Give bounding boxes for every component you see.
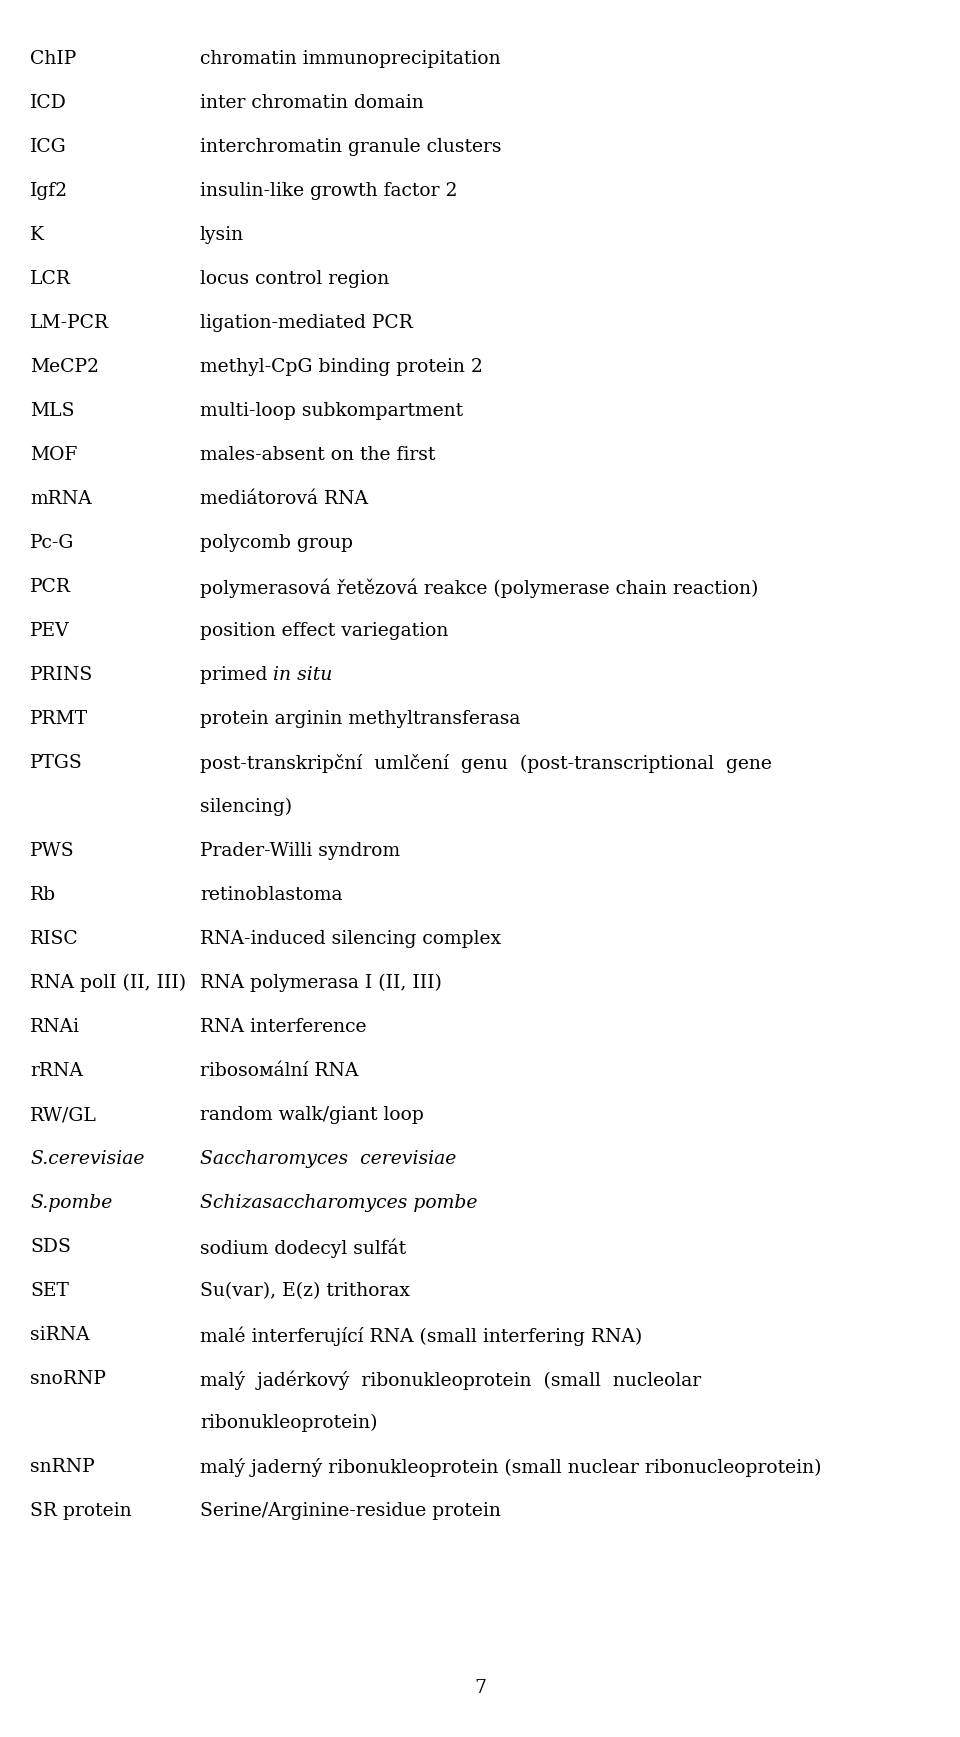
- Text: rRNA: rRNA: [30, 1061, 83, 1080]
- Text: MeCP2: MeCP2: [30, 358, 99, 375]
- Text: SR protein: SR protein: [30, 1503, 132, 1520]
- Text: polymerasová řetězová reakce (polymerase chain reaction): polymerasová řetězová reakce (polymerase…: [200, 578, 758, 598]
- Text: chromatin immunoprecipitation: chromatin immunoprecipitation: [200, 50, 500, 68]
- Text: PTGS: PTGS: [30, 754, 83, 771]
- Text: Su(var), E(z) trithorax: Su(var), E(z) trithorax: [200, 1282, 410, 1299]
- Text: ligation-mediated PCR: ligation-mediated PCR: [200, 314, 413, 332]
- Text: PWS: PWS: [30, 842, 75, 860]
- Text: RNAi: RNAi: [30, 1018, 80, 1035]
- Text: RNA polymerasa I (II, III): RNA polymerasa I (II, III): [200, 974, 442, 992]
- Text: Igf2: Igf2: [30, 182, 68, 200]
- Text: post-transkripční  umlčení  genu  (post-transcriptional  gene: post-transkripční umlčení genu (post-tra…: [200, 754, 772, 773]
- Text: snoRNP: snoRNP: [30, 1370, 106, 1388]
- Text: LM-PCR: LM-PCR: [30, 314, 109, 332]
- Text: position effect variegation: position effect variegation: [200, 622, 448, 639]
- Text: LCR: LCR: [30, 269, 71, 288]
- Text: primed: primed: [200, 665, 274, 684]
- Text: ICG: ICG: [30, 137, 67, 156]
- Text: S.cerevisiae: S.cerevisiae: [30, 1150, 145, 1167]
- Text: RNA-induced silencing complex: RNA-induced silencing complex: [200, 929, 501, 948]
- Text: methyl-CpG binding protein 2: methyl-CpG binding protein 2: [200, 358, 483, 375]
- Text: interchromatin granule clusters: interchromatin granule clusters: [200, 137, 501, 156]
- Text: Prader-Willi syndrom: Prader-Willi syndrom: [200, 842, 400, 860]
- Text: protein arginin methyltransferasa: protein arginin methyltransferasa: [200, 710, 520, 728]
- Text: ChIP: ChIP: [30, 50, 76, 68]
- Text: lysin: lysin: [200, 226, 244, 243]
- Text: malý jaderný ribonukleoprotein (small nuclear ribonucleoprotein): malý jaderný ribonukleoprotein (small nu…: [200, 1457, 822, 1476]
- Text: ribosомální RNA: ribosомální RNA: [200, 1061, 358, 1080]
- Text: SDS: SDS: [30, 1238, 71, 1256]
- Text: random walk/giant loop: random walk/giant loop: [200, 1106, 424, 1124]
- Text: PCR: PCR: [30, 578, 71, 596]
- Text: Serine/Arginine-residue protein: Serine/Arginine-residue protein: [200, 1503, 501, 1520]
- Text: siRNA: siRNA: [30, 1325, 89, 1344]
- Text: inter chromatin domain: inter chromatin domain: [200, 94, 423, 111]
- Text: silencing): silencing): [200, 797, 292, 816]
- Text: MOF: MOF: [30, 446, 78, 464]
- Text: snRNP: snRNP: [30, 1457, 95, 1476]
- Text: Rb: Rb: [30, 886, 56, 903]
- Text: mediátorová RNA: mediátorová RNA: [200, 490, 368, 507]
- Text: males-absent on the first: males-absent on the first: [200, 446, 436, 464]
- Text: retinoblastoma: retinoblastoma: [200, 886, 343, 903]
- Text: locus control region: locus control region: [200, 269, 389, 288]
- Text: RNA interference: RNA interference: [200, 1018, 367, 1035]
- Text: mRNA: mRNA: [30, 490, 91, 507]
- Text: malé interferující RNA (small interfering RNA): malé interferující RNA (small interferin…: [200, 1325, 642, 1346]
- Text: malý  jadérkový  ribonukleoprotein  (small  nucleolar: malý jadérkový ribonukleoprotein (small …: [200, 1370, 701, 1390]
- Text: RNA polI (II, III): RNA polI (II, III): [30, 974, 186, 992]
- Text: PRMT: PRMT: [30, 710, 88, 728]
- Text: sodium dodecyl sulfát: sodium dodecyl sulfát: [200, 1238, 406, 1258]
- Text: PRINS: PRINS: [30, 665, 93, 684]
- Text: PEV: PEV: [30, 622, 70, 639]
- Text: S.pombe: S.pombe: [30, 1193, 112, 1212]
- Text: multi-loop subkompartment: multi-loop subkompartment: [200, 401, 463, 420]
- Text: MLS: MLS: [30, 401, 75, 420]
- Text: polycomb group: polycomb group: [200, 533, 353, 552]
- Text: SET: SET: [30, 1282, 69, 1299]
- Text: Saccharomyces  cerevisiae: Saccharomyces cerevisiae: [200, 1150, 456, 1167]
- Text: RW/GL: RW/GL: [30, 1106, 97, 1124]
- Text: ribonukleoprotein): ribonukleoprotein): [200, 1414, 377, 1433]
- Text: insulin-like growth factor 2: insulin-like growth factor 2: [200, 182, 458, 200]
- Text: in situ: in situ: [274, 665, 333, 684]
- Text: 7: 7: [474, 1680, 486, 1697]
- Text: RISC: RISC: [30, 929, 79, 948]
- Text: ICD: ICD: [30, 94, 67, 111]
- Text: K: K: [30, 226, 44, 243]
- Text: Schizasaccharomyces pombe: Schizasaccharomyces pombe: [200, 1193, 477, 1212]
- Text: Pc-G: Pc-G: [30, 533, 74, 552]
